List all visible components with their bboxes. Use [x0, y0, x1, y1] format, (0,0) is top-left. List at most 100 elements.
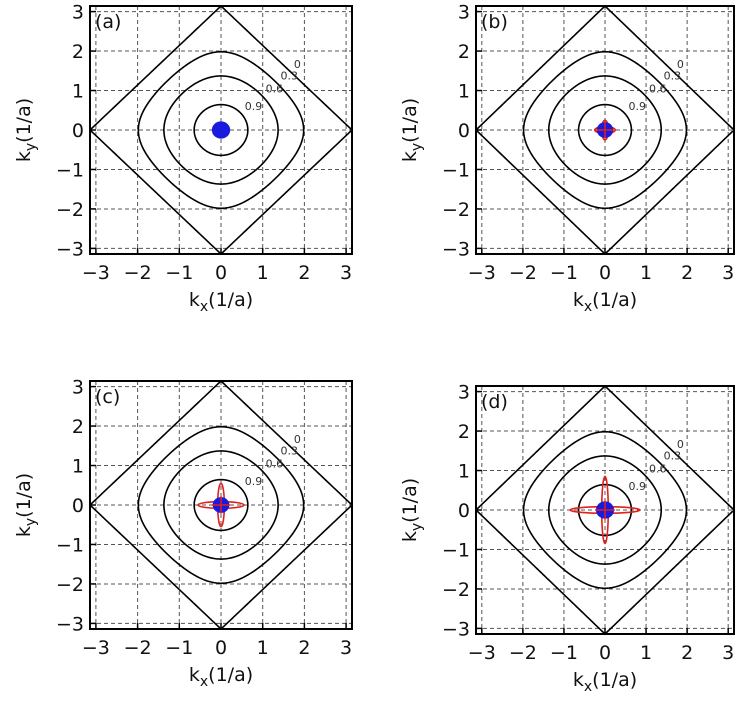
x-tick-label: −2	[124, 262, 152, 284]
contour-label: 0.6	[649, 462, 667, 475]
x-tick-label: −2	[509, 262, 537, 284]
y-tick-label: 0	[72, 120, 84, 142]
y-tick-label: 3	[458, 382, 470, 404]
y-tick-label: 1	[72, 81, 84, 103]
x-tick-label: 1	[640, 642, 652, 664]
contour-label: 0.3	[664, 70, 682, 83]
y-tick-label: −3	[442, 238, 470, 260]
x-tick-label: 1	[640, 262, 652, 284]
x-tick-label: −3	[468, 642, 496, 664]
x-tick-label: 2	[298, 262, 310, 284]
x-tick-label: 2	[681, 262, 693, 284]
contour-label: 0.3	[664, 450, 682, 463]
contour-line	[522, 430, 688, 590]
contour-line	[547, 455, 663, 565]
panel-label: (b)	[481, 11, 508, 33]
contour-label: 0	[294, 433, 301, 446]
contour-label: 0.6	[649, 82, 667, 95]
contour-label: 0.9	[245, 475, 263, 488]
y-tick-label: 2	[72, 416, 84, 438]
x-tick-label: −1	[165, 262, 193, 284]
contour-label: 0	[677, 58, 684, 71]
y-tick-label: 0	[72, 495, 84, 517]
contour-line	[193, 478, 249, 532]
contour-line	[137, 50, 305, 210]
contour-line	[137, 425, 305, 585]
x-tick-label: 3	[722, 642, 734, 664]
x-tick-label: −3	[82, 637, 110, 659]
x-tick-label: 1	[257, 262, 269, 284]
x-tick-label: 1	[257, 637, 269, 659]
x-tick-label: −2	[509, 642, 537, 664]
y-tick-label: 3	[72, 377, 84, 399]
y-axis-label: ky(1/a)	[399, 478, 425, 542]
blue-marker	[211, 121, 231, 139]
contour-label: 0.6	[266, 457, 284, 470]
panel-label: (a)	[95, 11, 121, 33]
contour-line	[163, 450, 279, 560]
x-tick-label: −2	[124, 637, 152, 659]
y-tick-label: −1	[56, 159, 84, 181]
contour-line	[547, 75, 663, 185]
x-tick-label: 0	[215, 637, 227, 659]
x-tick-label: −3	[468, 262, 496, 284]
y-tick-label: −2	[56, 574, 84, 596]
y-tick-label: −1	[442, 539, 470, 561]
panel-label: (d)	[481, 391, 508, 413]
contour-label: 0.3	[281, 70, 299, 83]
y-tick-label: −2	[442, 579, 470, 601]
x-tick-label: −1	[165, 637, 193, 659]
contour-line	[522, 50, 688, 210]
y-tick-label: −1	[442, 159, 470, 181]
x-tick-label: −1	[550, 642, 578, 664]
x-tick-label: 0	[215, 262, 227, 284]
x-tick-label: −1	[550, 262, 578, 284]
x-tick-label: 3	[722, 262, 734, 284]
contour-label: 0	[294, 58, 301, 71]
y-tick-label: −2	[442, 199, 470, 221]
contour-line	[577, 483, 633, 537]
y-tick-label: −1	[56, 534, 84, 556]
y-axis-label: ky(1/a)	[13, 98, 39, 162]
contour-line	[163, 75, 279, 185]
y-axis-label: ky(1/a)	[399, 98, 425, 162]
x-tick-label: 2	[298, 637, 310, 659]
contour-label: 0.9	[628, 100, 646, 113]
contour-label: 0.9	[245, 100, 263, 113]
y-tick-label: 1	[458, 461, 470, 483]
y-tick-label: 2	[72, 41, 84, 63]
y-tick-label: −2	[56, 199, 84, 221]
x-tick-label: 3	[340, 262, 352, 284]
x-axis-label: kx(1/a)	[189, 664, 253, 690]
y-tick-label: 3	[72, 2, 84, 24]
y-tick-label: −3	[56, 238, 84, 260]
y-tick-label: −3	[442, 618, 470, 640]
x-tick-label: −3	[82, 262, 110, 284]
y-tick-label: 2	[458, 421, 470, 443]
x-axis-label: kx(1/a)	[573, 289, 637, 315]
contour-label: 0.9	[628, 480, 646, 493]
contour-label: 0	[677, 438, 684, 451]
y-tick-label: 2	[458, 41, 470, 63]
y-tick-label: 0	[458, 120, 470, 142]
y-tick-label: 1	[72, 456, 84, 478]
x-tick-label: 2	[681, 642, 693, 664]
x-axis-label: kx(1/a)	[189, 289, 253, 315]
contour-line	[193, 103, 249, 157]
y-tick-label: 3	[458, 2, 470, 24]
x-tick-label: 3	[340, 637, 352, 659]
x-axis-label: kx(1/a)	[573, 669, 637, 695]
x-tick-label: 0	[599, 642, 611, 664]
contour-label: 0.6	[266, 82, 284, 95]
panel-label: (c)	[95, 386, 120, 408]
y-axis-label: ky(1/a)	[13, 473, 39, 537]
contour-label: 0.3	[281, 445, 299, 458]
y-tick-label: 0	[458, 500, 470, 522]
y-tick-label: 1	[458, 81, 470, 103]
y-tick-label: −3	[56, 613, 84, 635]
